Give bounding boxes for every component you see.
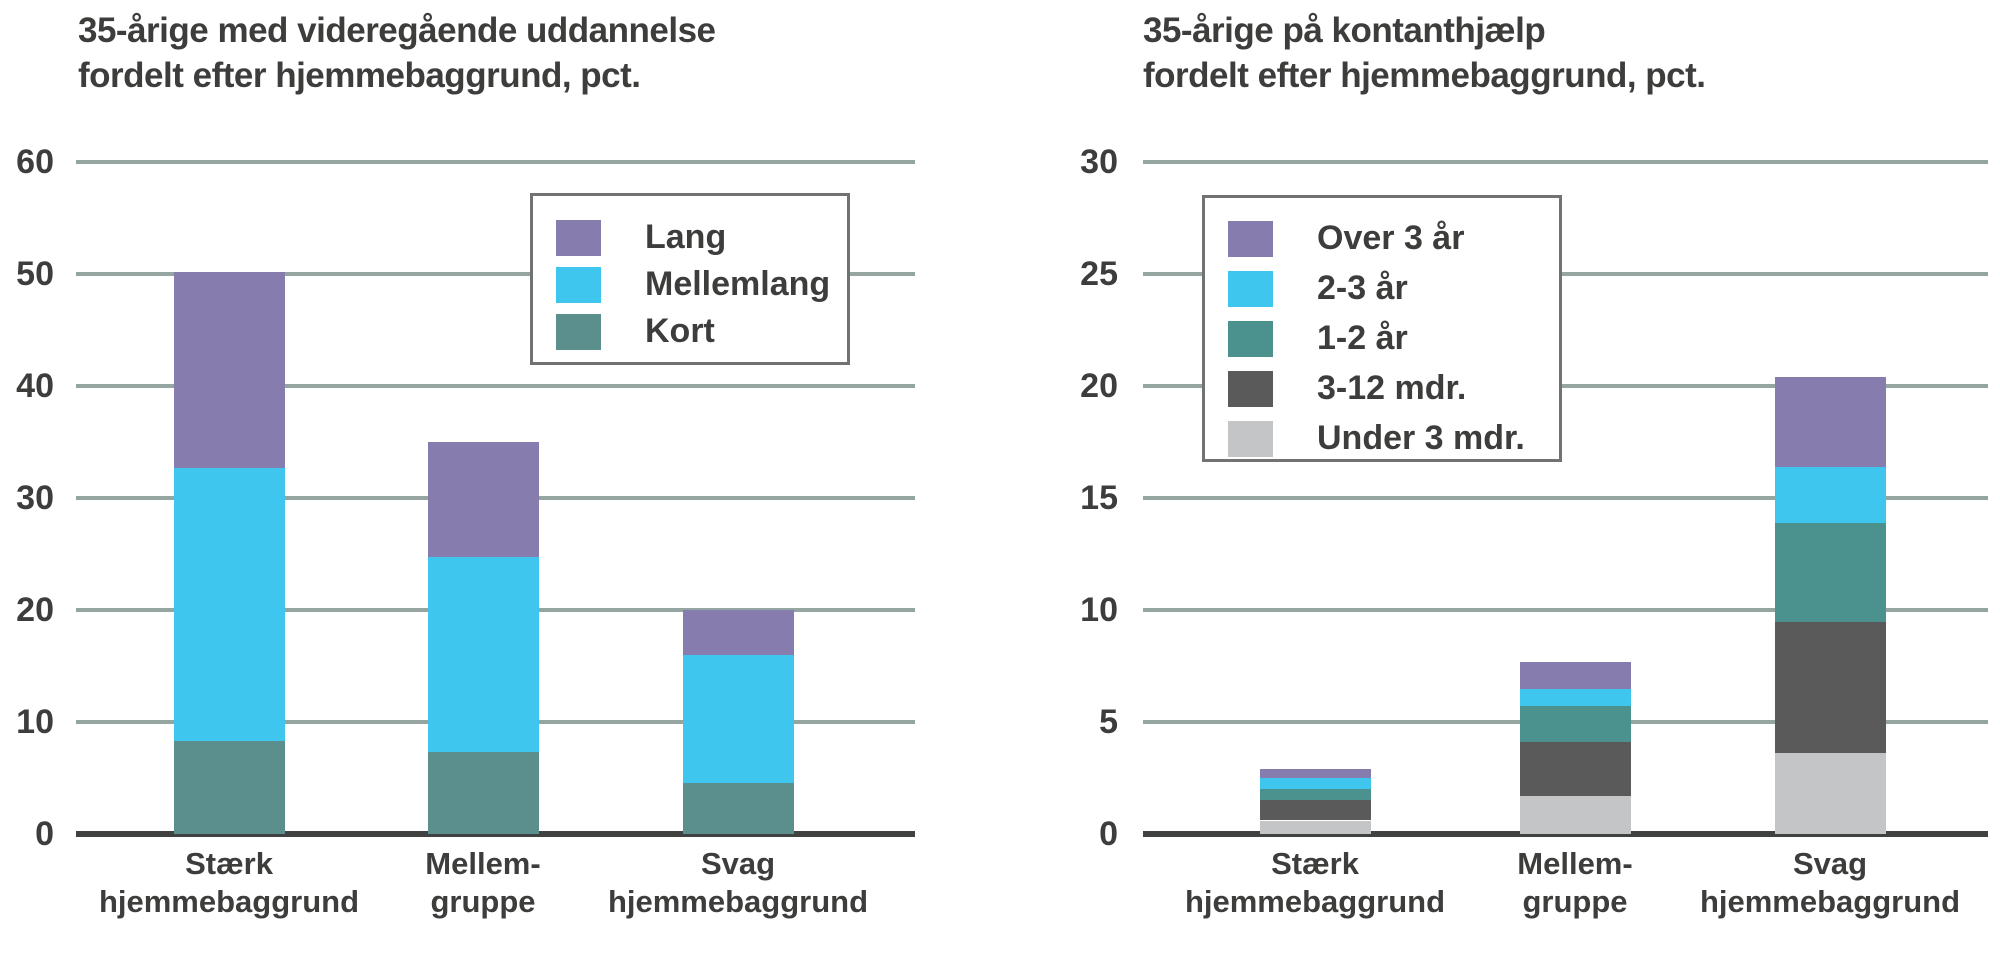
- gridline: [76, 272, 915, 276]
- legend-swatch-under-3-mdr-: [1228, 420, 1273, 457]
- legend-label: 1-2 år: [1317, 319, 1408, 357]
- legend: Lang Mellemlang Kort: [530, 193, 850, 365]
- bar-segment-lang: [428, 442, 539, 557]
- y-tick-label: 5: [1099, 703, 1118, 741]
- gridline: [1143, 496, 1988, 500]
- y-tick-label: 20: [1080, 367, 1118, 405]
- y-tick-label: 20: [16, 591, 54, 629]
- y-tick-label: 30: [1080, 143, 1118, 181]
- category-label: Mellem-gruppe: [1395, 845, 1755, 921]
- x-axis-line: [76, 831, 915, 837]
- left-chart-title-line1: 35-årige med videregående uddannelse: [78, 11, 716, 50]
- bar-segment-1-2-r: [1260, 789, 1371, 800]
- y-tick-label: 0: [1099, 815, 1118, 853]
- category-label-line: hjemmebaggrund: [98, 884, 360, 919]
- category-label-line: Svag: [1792, 846, 1868, 881]
- legend-label: Lang: [645, 218, 727, 256]
- category-label-line: hjemmebaggrund: [607, 884, 869, 919]
- bar-segment-kort: [174, 741, 285, 834]
- legend-swatch-over-3-r: [1228, 220, 1273, 257]
- y-tick-label: 50: [16, 255, 54, 293]
- category-label: Svag hjemmebaggrund: [1650, 845, 2000, 921]
- bar-segment-over-3-r: [1260, 769, 1371, 778]
- legend-row: Lang: [556, 218, 839, 257]
- bar-segment-under-3-mdr-: [1520, 796, 1631, 834]
- legend-row: Over 3 år: [1228, 219, 1551, 258]
- y-tick-label: 30: [16, 479, 54, 517]
- bar-segment-mellemlang: [428, 557, 539, 752]
- bar-segment-over-3-r: [1520, 662, 1631, 689]
- gridline: [1143, 160, 1988, 164]
- category-label-line: Stærk: [185, 846, 273, 881]
- category-label-line: gruppe: [430, 884, 536, 919]
- legend-label: Mellemlang: [645, 265, 831, 303]
- legend-swatch-2-3-r: [1228, 270, 1273, 307]
- bar-segment-2-3-r: [1260, 778, 1371, 789]
- bar-segment-3-12-mdr-: [1520, 742, 1631, 796]
- y-tick-label: 15: [1080, 479, 1118, 517]
- bar-segment-1-2-r: [1775, 523, 1886, 622]
- category-label-line: hjemmebaggrund: [1699, 884, 1961, 919]
- legend: Over 3 år 2-3 år 1-2 år 3-12 mdr. Under 3 md…: [1202, 195, 1562, 462]
- category-label-line: hjemmebaggrund: [1184, 884, 1446, 919]
- y-tick-label: 40: [16, 367, 54, 405]
- category-label-line: Svag: [700, 846, 776, 881]
- gridline: [1143, 384, 1988, 388]
- legend-swatch-3-12-mdr-: [1228, 370, 1273, 407]
- bar-segment-lang: [683, 610, 794, 655]
- gridline: [1143, 272, 1988, 276]
- bar-segment-1-2-r: [1520, 706, 1631, 742]
- legend-label: 3-12 mdr.: [1317, 369, 1467, 407]
- legend-row: Mellemlang: [556, 265, 839, 304]
- legend-swatch-lang: [556, 219, 601, 256]
- right-chart-title-line2: fordelt efter hjemmebaggrund, pct.: [1143, 56, 1706, 95]
- gridline: [76, 160, 915, 164]
- bar-segment-3-12-mdr-: [1260, 800, 1371, 820]
- y-tick-label: 0: [35, 815, 54, 853]
- legend-label: Under 3 mdr.: [1317, 419, 1525, 457]
- bar-segment-under-3-mdr-: [1260, 821, 1371, 834]
- legend-swatch-mellemlang: [556, 266, 601, 303]
- bar-segment-2-3-r: [1775, 467, 1886, 523]
- legend-row: Under 3 mdr.: [1228, 419, 1551, 458]
- category-label-line: Mellem-: [425, 846, 541, 881]
- gridline: [76, 384, 915, 388]
- bar-segment-over-3-r: [1775, 377, 1886, 467]
- right-chart-title-line1: 35-årige på kontanthjælp: [1143, 11, 1546, 50]
- bar-segment-3-12-mdr-: [1775, 621, 1886, 753]
- bar-segment-mellemlang: [683, 655, 794, 783]
- legend-row: Kort: [556, 312, 839, 351]
- x-axis-line: [1143, 831, 1988, 837]
- bar-segment-kort: [428, 752, 539, 834]
- gridline: [1143, 608, 1988, 612]
- legend-row: 3-12 mdr.: [1228, 369, 1551, 408]
- left-chart-title-line2: fordelt efter hjemmebaggrund, pct.: [78, 56, 641, 95]
- bar-segment-2-3-r: [1520, 688, 1631, 706]
- category-label-line: Stærk: [1271, 846, 1359, 881]
- bar-segment-mellemlang: [174, 468, 285, 741]
- category-label: Svag hjemmebaggrund: [558, 845, 918, 921]
- legend-label: 2-3 år: [1317, 269, 1408, 307]
- y-tick-label: 10: [1080, 591, 1118, 629]
- bar-segment-lang: [174, 272, 285, 468]
- legend-row: 1-2 år: [1228, 319, 1551, 358]
- legend-label: Kort: [645, 312, 715, 350]
- y-tick-label: 25: [1080, 255, 1118, 293]
- legend-swatch-1-2-r: [1228, 320, 1273, 357]
- category-label: Stærk hjemmebaggrund: [49, 845, 409, 921]
- category-label: Mellem-gruppe: [303, 845, 663, 921]
- legend-label: Over 3 år: [1317, 219, 1465, 257]
- legend-swatch-kort: [556, 313, 601, 350]
- category-label-line: Mellem-: [1517, 846, 1633, 881]
- y-tick-label: 60: [16, 143, 54, 181]
- y-tick-label: 10: [16, 703, 54, 741]
- category-label: Stærk hjemmebaggrund: [1135, 845, 1495, 921]
- legend-row: 2-3 år: [1228, 269, 1551, 308]
- bar-segment-kort: [683, 782, 794, 834]
- category-label-line: gruppe: [1522, 884, 1628, 919]
- bar-segment-under-3-mdr-: [1775, 753, 1886, 834]
